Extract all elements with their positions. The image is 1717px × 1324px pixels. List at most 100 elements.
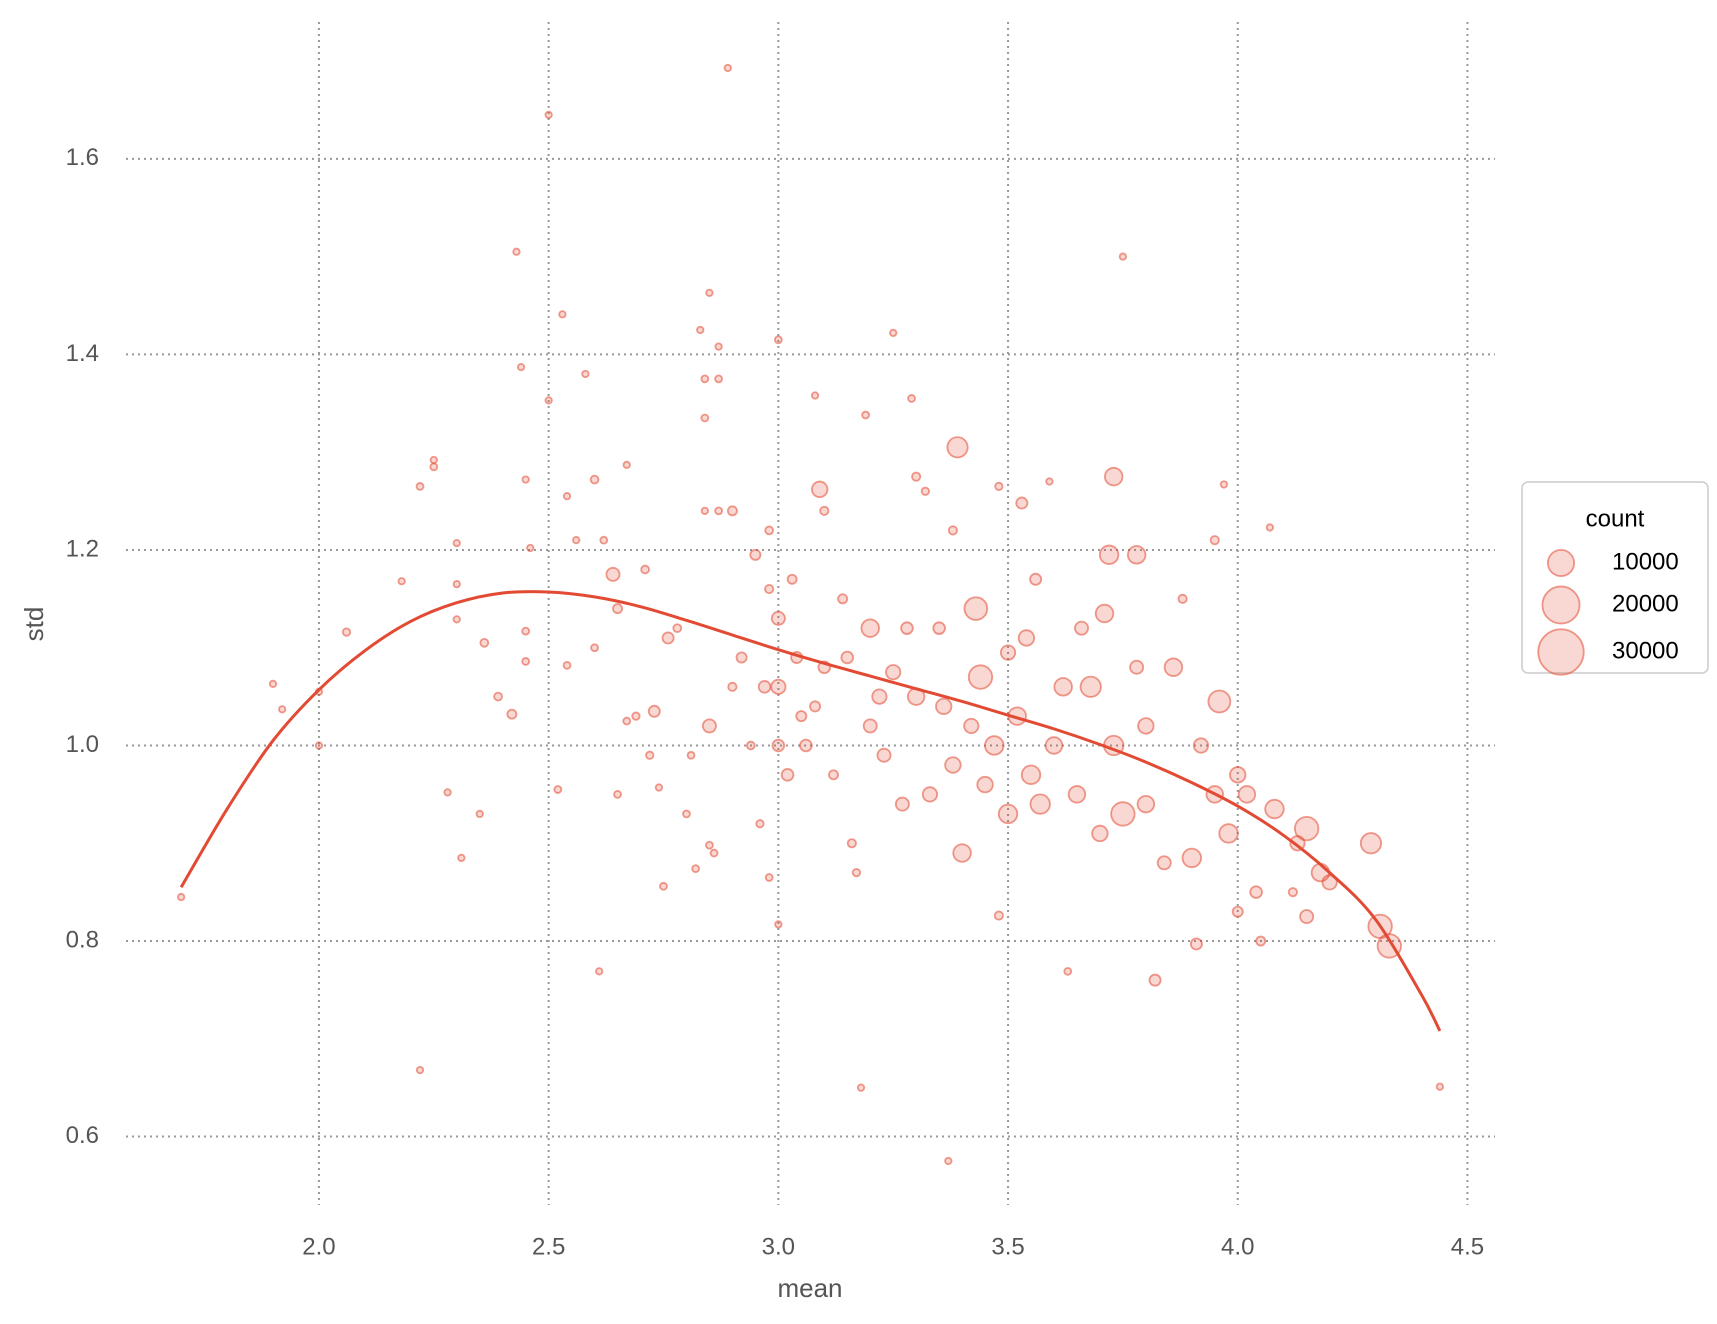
point — [1118, 252, 1128, 261]
point — [764, 873, 774, 882]
point — [944, 1156, 953, 1166]
point — [921, 786, 939, 803]
point — [714, 374, 723, 384]
x-tick-label: 2.5 — [532, 1233, 565, 1260]
point — [851, 867, 862, 878]
legend-title: count — [1586, 505, 1645, 532]
point — [860, 618, 880, 638]
y-tick-label: 0.6 — [66, 1122, 99, 1149]
point — [1067, 785, 1087, 804]
point — [700, 413, 710, 423]
point — [700, 506, 709, 515]
point — [907, 394, 916, 403]
point — [443, 788, 452, 797]
point — [429, 455, 438, 465]
point — [589, 474, 600, 485]
point — [1137, 717, 1155, 735]
point — [622, 460, 631, 470]
point — [605, 566, 621, 582]
point — [1321, 874, 1338, 891]
point — [1017, 629, 1036, 647]
point — [894, 796, 910, 812]
point — [911, 471, 922, 482]
y-axis-label: std — [19, 607, 49, 642]
point — [976, 775, 994, 794]
point — [714, 342, 723, 351]
point — [314, 741, 324, 750]
point — [984, 735, 1005, 756]
point — [810, 391, 820, 400]
point — [1045, 477, 1054, 486]
point — [764, 525, 774, 536]
point — [1255, 935, 1267, 947]
point — [521, 657, 531, 666]
point — [709, 848, 719, 858]
point — [177, 892, 186, 902]
fit-line — [179, 590, 1442, 1032]
point — [727, 681, 738, 692]
point — [647, 704, 661, 718]
point — [1103, 466, 1124, 487]
point — [479, 637, 490, 648]
point — [1229, 766, 1247, 784]
points — [177, 63, 1444, 1166]
point — [278, 705, 287, 714]
point — [622, 716, 632, 726]
legend-box — [1521, 481, 1709, 674]
point — [828, 769, 839, 781]
point — [840, 650, 855, 665]
point — [997, 803, 1019, 825]
point — [1091, 824, 1109, 843]
point — [691, 864, 701, 874]
point — [993, 910, 1004, 921]
y-tick-label: 1.0 — [66, 731, 99, 758]
point — [558, 310, 567, 319]
point — [686, 750, 696, 760]
point — [1299, 909, 1315, 925]
point — [735, 651, 748, 664]
point — [755, 819, 765, 829]
legend-marker — [1546, 548, 1576, 578]
point — [999, 644, 1017, 661]
point — [786, 573, 798, 585]
point — [654, 783, 664, 792]
point — [562, 492, 572, 501]
point — [1126, 545, 1147, 565]
legend-label: 30000 — [1612, 637, 1679, 664]
x-tick-label: 3.0 — [762, 1233, 795, 1260]
point — [1249, 885, 1263, 899]
point — [809, 700, 822, 713]
point — [757, 680, 772, 694]
point — [795, 710, 808, 723]
point — [1435, 1082, 1444, 1091]
point — [475, 809, 484, 819]
point — [1136, 794, 1156, 814]
point — [429, 462, 439, 472]
point — [946, 436, 969, 459]
point — [771, 738, 786, 753]
point — [745, 740, 756, 751]
point — [920, 486, 930, 496]
point — [1148, 973, 1162, 987]
point — [1264, 798, 1285, 820]
point — [967, 664, 994, 690]
x-tick-label: 4.0 — [1221, 1233, 1254, 1260]
point — [493, 691, 503, 702]
point — [599, 535, 609, 545]
point — [1156, 855, 1172, 871]
point — [1094, 603, 1115, 624]
x-tick-label: 3.5 — [991, 1233, 1024, 1260]
point — [1207, 689, 1232, 714]
point — [452, 615, 461, 624]
point — [1231, 905, 1244, 918]
legend-marker — [1537, 628, 1585, 676]
point — [837, 593, 849, 605]
point — [705, 288, 714, 297]
point — [341, 627, 352, 637]
point — [701, 718, 717, 734]
point — [1029, 793, 1051, 815]
point — [700, 374, 710, 384]
point — [506, 708, 518, 720]
point — [889, 328, 898, 338]
